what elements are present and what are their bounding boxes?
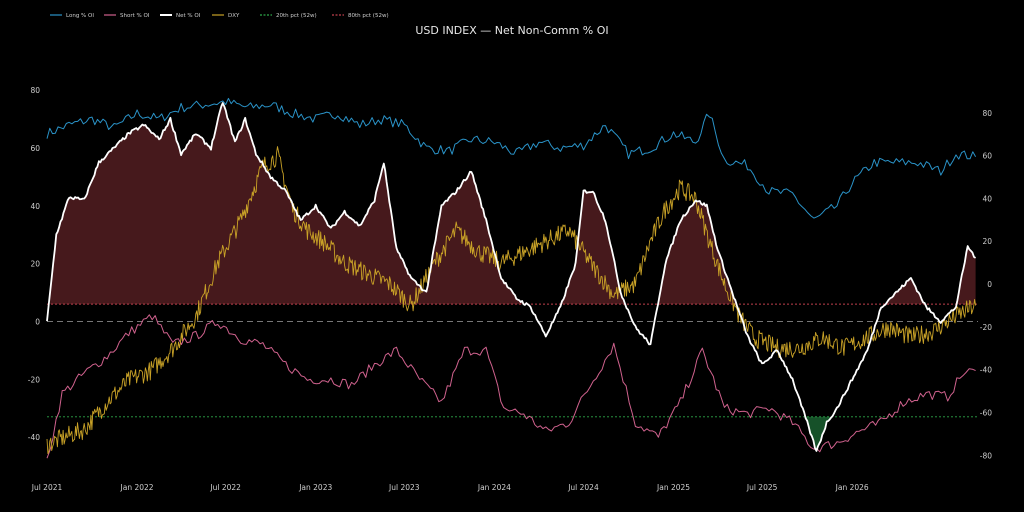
left-tick-label: 40 — [30, 202, 40, 211]
left-tick-label: -40 — [28, 433, 40, 442]
left-axis-ticks: 80 60 40 20 0 -20 -40 — [28, 86, 40, 442]
right-tick-label: 0 — [987, 280, 992, 289]
legend-item: 80th pct (52w) — [332, 13, 389, 19]
right-tick-label: 80 — [982, 109, 992, 118]
right-axis-ticks: 80 60 40 20 0 -20 -40 -60 -80 — [980, 109, 992, 460]
x-tick-label: Jul 2024 — [567, 483, 599, 492]
x-tick-label: Jan 2023 — [298, 483, 332, 492]
legend-label: 80th pct (52w) — [348, 13, 389, 19]
left-tick-label: 20 — [30, 260, 40, 269]
x-axis-ticks: Jul 2021 Jan 2022 Jul 2022 Jan 2023 Jul 2023… — [31, 483, 869, 492]
x-tick-label: Jan 2024 — [477, 483, 511, 492]
legend-item: Net % OI — [160, 13, 201, 19]
chart-title: USD INDEX — Net Non-Comm % OI — [415, 24, 608, 37]
right-tick-label: 20 — [982, 237, 992, 246]
left-tick-label: 60 — [30, 144, 40, 153]
net-fill-above-80th — [50, 101, 976, 305]
x-tick-label: Jan 2025 — [656, 483, 690, 492]
series-short-oi — [46, 314, 976, 459]
x-tick-label: Jul 2021 — [31, 483, 63, 492]
net-fill-regions — [50, 101, 976, 452]
legend-label: DXY — [228, 13, 240, 19]
left-tick-label: -20 — [28, 375, 40, 384]
right-tick-label: -60 — [980, 408, 992, 417]
legend-item: Short % OI — [104, 13, 150, 19]
legend-label: Net % OI — [176, 13, 201, 19]
right-tick-label: 60 — [982, 152, 992, 161]
reference-lines — [47, 303, 978, 418]
right-tick-label: 40 — [982, 194, 992, 203]
net-fill-below-20th — [805, 416, 832, 452]
right-tick-label: -20 — [980, 323, 992, 332]
legend-item: Long % OI — [50, 13, 94, 19]
legend-item: 20th pct (52w) — [260, 13, 317, 19]
series-lines — [46, 97, 977, 459]
legend-label: Short % OI — [120, 13, 150, 19]
x-tick-label: Jul 2022 — [209, 483, 241, 492]
left-tick-label: 80 — [30, 86, 40, 95]
legend-item: DXY — [212, 13, 240, 19]
left-tick-label: 0 — [35, 317, 40, 326]
x-tick-label: Jul 2025 — [746, 483, 778, 492]
legend-label: 20th pct (52w) — [276, 13, 317, 19]
legend-label: Long % OI — [66, 13, 94, 19]
right-tick-label: -40 — [980, 366, 992, 375]
x-tick-label: Jan 2022 — [120, 483, 154, 492]
x-tick-label: Jul 2023 — [388, 483, 420, 492]
series-dxy — [46, 146, 977, 455]
series-net-oi — [46, 102, 977, 452]
right-tick-label: -80 — [980, 451, 992, 460]
x-tick-label: Jan 2026 — [835, 483, 869, 492]
legend: Long % OI Short % OI Net % OI DXY 20th pct (… — [50, 13, 389, 19]
series-long-oi — [46, 97, 977, 219]
